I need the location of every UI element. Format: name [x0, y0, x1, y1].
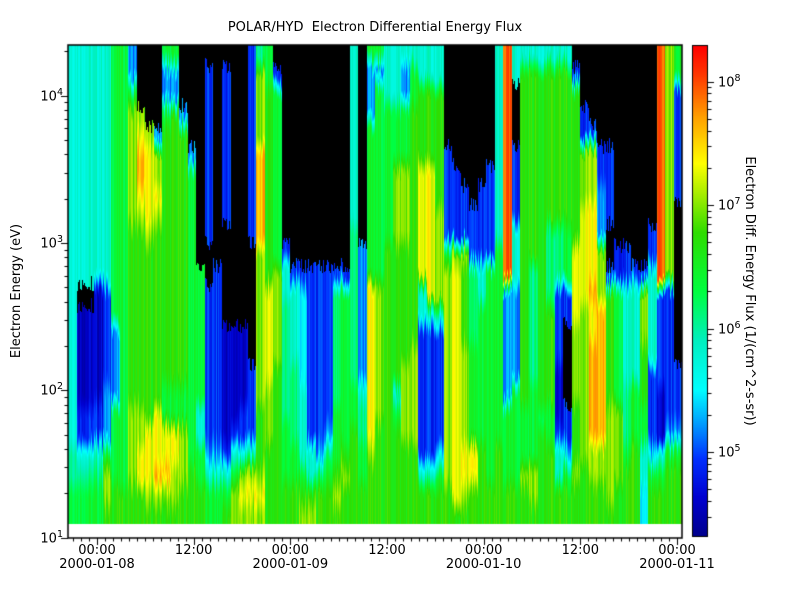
time-tick-label: 00:00 [658, 543, 696, 558]
time-tick-label: 00:00 [271, 543, 310, 558]
time-tick-label: 12:00 [368, 543, 406, 558]
chart-title: POLAR/HYD Electron Differential Energy F… [227, 20, 523, 35]
log-tick-label: 107 [718, 196, 741, 214]
log-tick-label: 105 [718, 443, 741, 461]
log-tick-label: 103 [40, 234, 63, 252]
log-tick-label: 101 [40, 529, 63, 547]
date-tick-label: 2000-01-08 [59, 557, 135, 572]
time-tick-label: 00:00 [464, 543, 503, 558]
date-tick-label: 2000-01-10 [445, 557, 522, 572]
date-tick-label: 2000-01-11 [639, 557, 715, 572]
log-tick-label: 108 [718, 73, 741, 91]
time-tick-label: 12:00 [561, 543, 600, 558]
time-tick-label: 00:00 [78, 543, 116, 558]
log-tick-label: 106 [718, 320, 741, 338]
time-tick-label: 12:00 [174, 543, 213, 558]
colorbar-label: Electron Diff. Energy Flux (1/(cm^2-s-sr… [742, 156, 757, 426]
date-tick-label: 2000-01-09 [252, 557, 329, 572]
log-tick-label: 104 [40, 87, 63, 105]
log-tick-label: 102 [40, 381, 63, 399]
